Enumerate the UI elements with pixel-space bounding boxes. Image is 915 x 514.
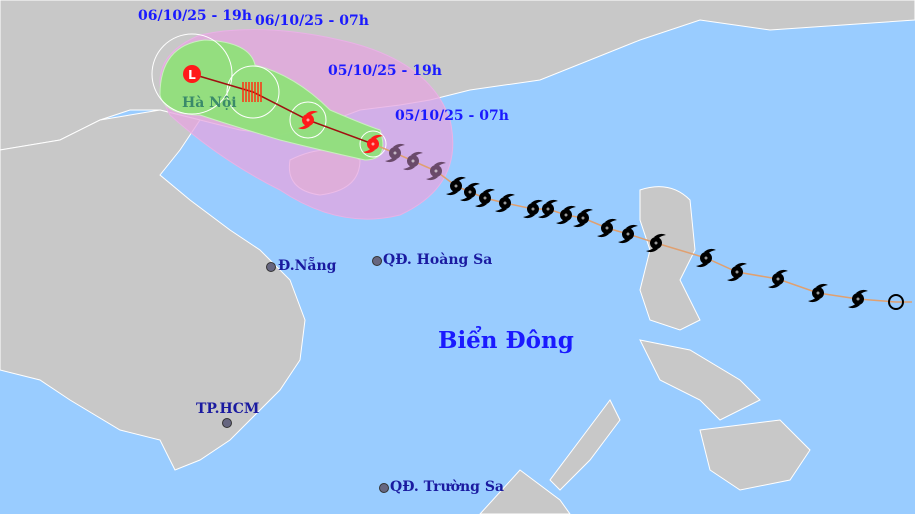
palawan (549, 399, 621, 491)
storm-icon-arm (495, 207, 507, 213)
storm-icon-arm (808, 297, 820, 303)
storm-icon-arm (856, 289, 868, 295)
storm-icon-arm (816, 283, 828, 289)
storm-icon-arm (503, 193, 515, 199)
storm-icon-arm (403, 165, 415, 171)
forecast-storm-icon-arm (306, 110, 318, 116)
storm-icon-arm (696, 262, 708, 268)
storm-icon-arm (564, 205, 576, 211)
forecast-track-line (191, 73, 374, 145)
uncertainty-circle (226, 65, 280, 119)
storm-icon-arm (538, 213, 550, 219)
storm-icon-arm (768, 283, 780, 289)
label-truong-sa: QĐ. Trường Sa (390, 479, 504, 495)
storm-icon-arm (618, 238, 630, 244)
storm-icon-arm (605, 218, 617, 224)
low-pressure-icon (183, 65, 201, 83)
storm-icon-eye (704, 256, 708, 260)
current-storm-icon-arm (371, 134, 383, 140)
storm-icon-arm (546, 199, 558, 205)
storm-icon-arm (776, 269, 788, 275)
storm-icon-arm (523, 213, 535, 219)
current-storm-icon-eye (371, 142, 375, 146)
past-track-line (372, 143, 912, 303)
island-marker (379, 483, 389, 493)
uncertainty-circle (289, 101, 327, 139)
storm-icon-eye (564, 213, 568, 217)
depression-icon (888, 294, 904, 310)
storm-icon-arm (848, 303, 860, 309)
storm-icon-arm (454, 176, 466, 182)
low-pressure-letter: L (188, 68, 196, 82)
storm-icon-eye (816, 291, 820, 295)
storm-icon-arm (475, 202, 487, 208)
storm-icon-eye (605, 226, 609, 230)
forecast-time-label: 06/10/25 - 07h (255, 13, 369, 29)
storm-icon-arm (393, 143, 405, 149)
storm-icon-eye (483, 196, 487, 200)
storm-icon-eye (411, 159, 415, 163)
storm-icon-eye (856, 297, 860, 301)
storm-icon-arm (573, 222, 585, 228)
storm-icon-arm (385, 157, 397, 163)
borneo (479, 469, 571, 514)
storm-icon-eye (393, 151, 397, 155)
label-hoang-sa: QĐ. Hoàng Sa (383, 252, 493, 268)
city-label-hanoi: Hà Nội (182, 95, 237, 111)
storm-icon-arm (626, 224, 638, 230)
storm-icon-eye (776, 277, 780, 281)
storm-icon-arm (446, 190, 458, 196)
visayas (639, 339, 761, 421)
storm-track: L (183, 65, 912, 310)
city-marker (266, 262, 276, 272)
storm-icon-eye (468, 190, 472, 194)
storm-icon-eye (531, 207, 535, 211)
storm-icon-eye (434, 169, 438, 173)
city-label-hcm: TP.HCM (196, 401, 260, 417)
storm-icon-arm (531, 199, 543, 205)
storm-icon-arm (468, 182, 480, 188)
storm-icon-arm (426, 175, 438, 181)
storm-icon-arm (646, 247, 658, 253)
storm-icon-arm (460, 196, 472, 202)
forecast-time-label: 05/10/25 - 19h (328, 63, 442, 79)
storm-icon-arm (581, 208, 593, 214)
storm-icon-arm (483, 188, 495, 194)
forecast-cone (159, 39, 384, 161)
island-marker (372, 256, 382, 266)
storm-icon-arm (434, 161, 446, 167)
current-storm-icon-arm (363, 148, 375, 154)
storm-icon-eye (735, 270, 739, 274)
storm-icon-arm (654, 233, 666, 239)
storm-icon-eye (654, 241, 658, 245)
storm-icon-arm (556, 219, 568, 225)
storm-icon-eye (546, 207, 550, 211)
forecast-storm-icon-arm (298, 124, 310, 130)
storm-icon-arm (727, 276, 739, 282)
city-marker (222, 418, 232, 428)
storm-icon-eye (626, 232, 630, 236)
city-label-danang: Đ.Nẵng (278, 258, 337, 274)
storm-icon-eye (503, 201, 507, 205)
storm-icon-eye (454, 184, 458, 188)
uncertainty-circle (151, 33, 233, 115)
forecast-time-label: 05/10/25 - 07h (395, 108, 509, 124)
mindanao (699, 419, 811, 491)
storm-icon-eye (581, 216, 585, 220)
sea-label: Biển Đông (438, 327, 574, 354)
storm-icon-arm (735, 262, 747, 268)
storm-icon-arm (411, 151, 423, 157)
forecast-storm-icon-eye (306, 118, 310, 122)
storm-icon-arm (704, 248, 716, 254)
luzon (639, 186, 701, 331)
forecast-time-label: 06/10/25 - 19h (138, 8, 252, 24)
storm-icon-arm (597, 232, 609, 238)
uncertainty-circle (359, 130, 387, 158)
